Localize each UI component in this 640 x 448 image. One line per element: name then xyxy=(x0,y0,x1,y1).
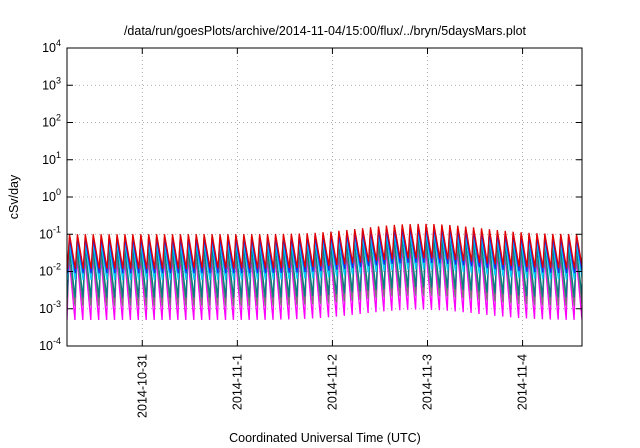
y-tick-label: 103 xyxy=(42,75,61,92)
plot-area xyxy=(67,223,582,321)
y-tick-label: 10-3 xyxy=(39,299,61,316)
y-tick-label: 10-4 xyxy=(39,336,61,353)
x-tick-label: 2014-11-1 xyxy=(230,354,244,410)
y-axis-label: cSv/day xyxy=(7,174,21,219)
y-axis: 10-4 10-3 10-2 10-1 100 101 102 103 104 xyxy=(39,38,582,353)
series-line xyxy=(67,223,582,269)
x-tick-label: 2014-11-3 xyxy=(421,354,435,410)
y-tick-label: 10-2 xyxy=(39,262,61,279)
grid-lines xyxy=(67,48,582,346)
y-tick-label: 102 xyxy=(42,113,61,130)
x-axis: 2014-10-31 2014-11-1 2014-11-2 2014-11-3 201… xyxy=(135,48,530,418)
y-tick-label: 104 xyxy=(42,38,61,55)
y-tick-label: 101 xyxy=(42,150,61,167)
y-tick-label: 100 xyxy=(42,187,61,204)
x-tick-label: 2014-11-4 xyxy=(516,354,530,410)
y-tick-label: 10-1 xyxy=(39,224,61,241)
chart-title: /data/run/goesPlots/archive/2014-11-04/1… xyxy=(124,24,527,38)
x-axis-label: Coordinated Universal Time (UTC) xyxy=(229,431,421,445)
x-tick-label: 2014-10-31 xyxy=(135,354,149,418)
x-tick-label: 2014-11-2 xyxy=(325,354,339,410)
